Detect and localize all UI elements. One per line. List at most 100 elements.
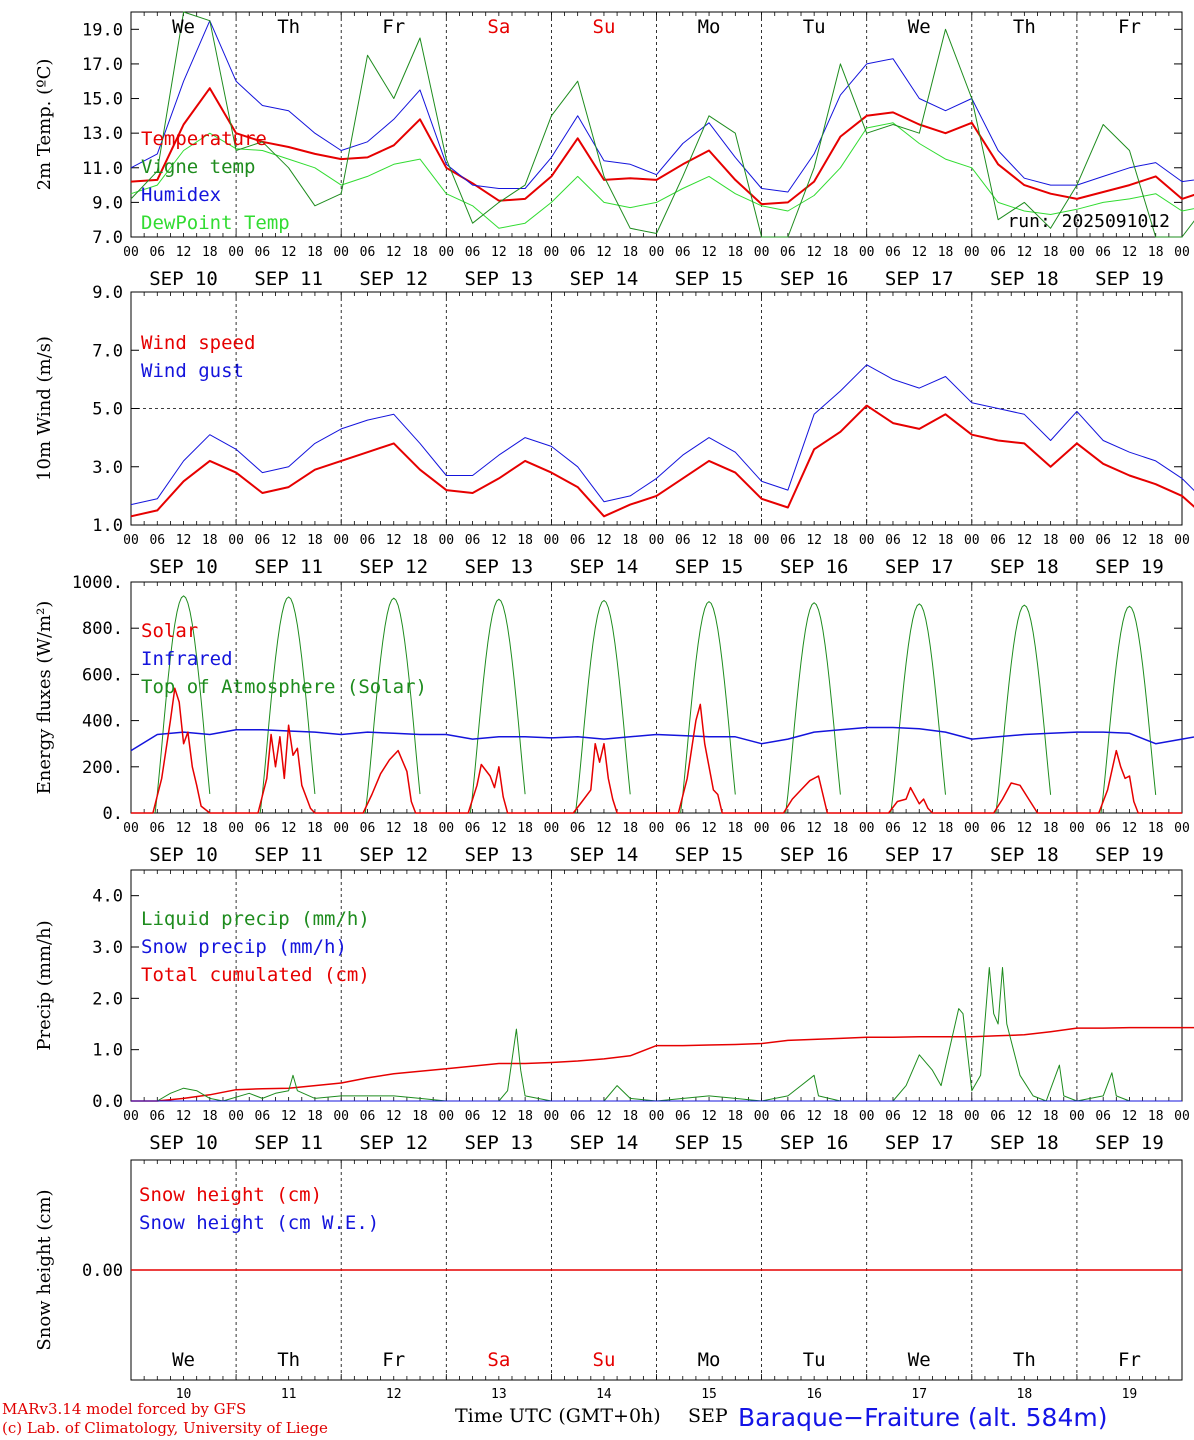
hour-tick-label: 18 [1043, 533, 1059, 548]
hour-tick-label: 06 [675, 245, 691, 260]
hour-tick-label: 18 [307, 245, 323, 260]
legend-entry: Snow precip (mm/h) [141, 936, 347, 958]
hour-tick-label: 00 [228, 533, 244, 548]
hour-tick-label: 18 [517, 1109, 533, 1124]
y-axis-label: Snow height (cm) [34, 1189, 55, 1350]
hour-tick-label: 06 [570, 533, 586, 548]
date-label: SEP 14 [570, 1132, 639, 1154]
day-number-label: 19 [1122, 1387, 1138, 1400]
y-tick-label: 19.0 [82, 20, 123, 40]
hour-tick-label: 12 [911, 245, 927, 260]
date-label: SEP 16 [780, 268, 849, 290]
date-label: SEP 19 [1095, 844, 1164, 866]
y-tick-label: 1.0 [92, 1041, 123, 1061]
hour-tick-label: 06 [675, 533, 691, 548]
hour-tick-label: 00 [123, 1109, 139, 1124]
hour-tick-label: 00 [1174, 245, 1190, 260]
legend-entry: Infrared [141, 648, 233, 670]
hour-tick-label: 00 [438, 821, 454, 836]
day-name-label: Fr [382, 1349, 405, 1371]
hour-tick-label: 00 [1069, 821, 1085, 836]
hour-tick-label: 00 [859, 245, 875, 260]
hour-tick-label: 00 [1069, 245, 1085, 260]
hour-tick-label: 00 [649, 245, 665, 260]
day-name-label: Fr [1118, 16, 1141, 38]
date-label: SEP 18 [990, 1132, 1059, 1154]
hour-tick-label: 06 [990, 1109, 1006, 1124]
x-axis-title: Time UTC (GMT+0h) [455, 1405, 661, 1427]
y-tick-label: 200. [82, 758, 123, 778]
date-label: SEP 13 [465, 1132, 534, 1154]
hour-tick-label: 18 [833, 245, 849, 260]
hour-tick-label: 00 [228, 821, 244, 836]
hour-tick-label: 18 [1148, 1109, 1164, 1124]
date-label: SEP 11 [254, 1132, 323, 1154]
date-label: SEP 18 [990, 844, 1059, 866]
month-label: SEP [688, 1405, 728, 1427]
date-label: SEP 14 [570, 844, 639, 866]
y-tick-label: 600. [82, 665, 123, 685]
day-number-label: 11 [281, 1387, 297, 1400]
y-axis-label: 2m Temp. (ºC) [34, 59, 55, 191]
hour-tick-label: 06 [675, 1109, 691, 1124]
hour-tick-label: 00 [438, 533, 454, 548]
hour-tick-label: 18 [202, 533, 218, 548]
day-name-label: Mo [698, 1349, 721, 1371]
hour-tick-label: 18 [307, 821, 323, 836]
day-number-label: 12 [386, 1387, 402, 1400]
date-label: SEP 13 [465, 844, 534, 866]
date-label: SEP 11 [254, 268, 323, 290]
hour-tick-label: 12 [1122, 1109, 1138, 1124]
hour-tick-label: 00 [123, 821, 139, 836]
date-label: SEP 15 [675, 844, 744, 866]
hour-tick-label: 12 [491, 821, 507, 836]
hour-tick-label: 06 [570, 821, 586, 836]
hour-tick-label: 18 [727, 245, 743, 260]
legend-entry: Vigne temp [141, 156, 255, 178]
hour-tick-label: 00 [438, 245, 454, 260]
hour-tick-label: 18 [307, 533, 323, 548]
hour-tick-label: 00 [754, 1109, 770, 1124]
hour-tick-label: 18 [833, 533, 849, 548]
y-tick-label: 400. [82, 712, 123, 732]
hour-tick-label: 12 [176, 821, 192, 836]
hour-tick-label: 00 [333, 821, 349, 836]
series-temperature [130, 87, 1194, 206]
legend-entry: Liquid precip (mm/h) [141, 908, 370, 930]
day-name-label: Th [277, 16, 300, 38]
hour-tick-label: 00 [438, 1109, 454, 1124]
hour-tick-label: 12 [596, 245, 612, 260]
date-label: SEP 12 [359, 1132, 428, 1154]
hour-tick-label: 00 [544, 821, 560, 836]
date-label: SEP 17 [885, 1132, 954, 1154]
hour-tick-label: 12 [281, 533, 297, 548]
hour-tick-label: 00 [964, 533, 980, 548]
date-label: SEP 14 [570, 268, 639, 290]
hour-tick-label: 18 [938, 821, 954, 836]
hour-tick-label: 00 [649, 533, 665, 548]
date-label: SEP 16 [780, 556, 849, 578]
hour-tick-label: 12 [1017, 821, 1033, 836]
hour-tick-label: 00 [754, 821, 770, 836]
hour-tick-label: 06 [1095, 821, 1111, 836]
y-tick-label: 1000. [72, 573, 123, 593]
date-label: SEP 18 [990, 556, 1059, 578]
legend-entry: Solar [141, 620, 198, 642]
hour-tick-label: 06 [465, 245, 481, 260]
hour-tick-label: 18 [1148, 245, 1164, 260]
hour-tick-label: 06 [360, 245, 376, 260]
hour-tick-label: 00 [754, 245, 770, 260]
hour-tick-label: 12 [281, 245, 297, 260]
legend-entry: Wind speed [141, 332, 255, 354]
hour-tick-label: 06 [465, 821, 481, 836]
hour-tick-label: 12 [701, 821, 717, 836]
hour-tick-label: 18 [622, 821, 638, 836]
y-tick-label: 0.0 [92, 1092, 123, 1112]
date-label: SEP 16 [780, 844, 849, 866]
series-total-cumulated-cm [131, 1026, 1194, 1102]
legend-entry: Snow height (cm) [139, 1184, 322, 1206]
panel-snow: 0.00 Snow height (cm) Snow height (cm) Snow… [34, 1159, 1183, 1381]
hour-tick-label: 12 [386, 1109, 402, 1124]
hour-tick-label: 06 [465, 533, 481, 548]
hour-tick-label: 00 [964, 1109, 980, 1124]
